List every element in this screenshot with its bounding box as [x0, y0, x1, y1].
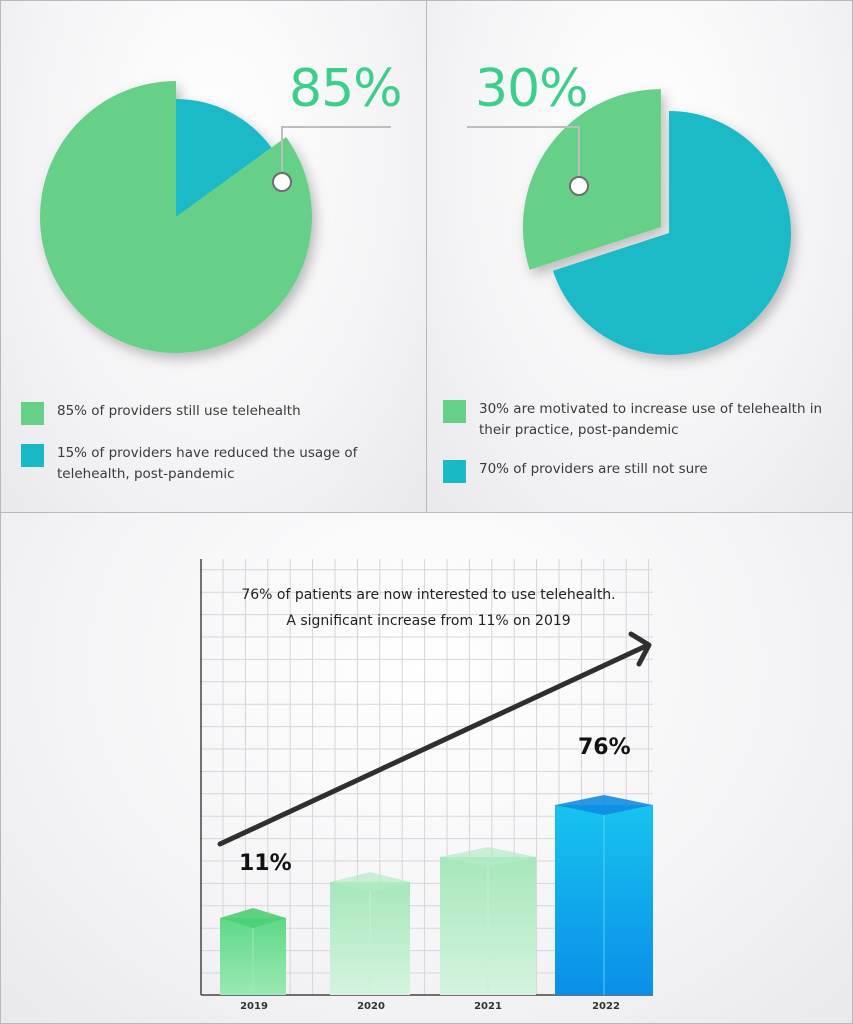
legend-swatch-green: [443, 400, 466, 423]
pie-slice-motivated: [522, 89, 661, 270]
legend-swatch-teal: [443, 460, 466, 483]
callout-marker: [569, 176, 589, 196]
x-tick-label-2022: 2022: [592, 1001, 620, 1012]
legend-label: 15% of providers have reduced the usage …: [57, 445, 358, 482]
bar-2022: [555, 795, 653, 995]
legend-swatch-teal: [21, 444, 44, 467]
legend-item-reduced: 15% of providers have reduced the usage …: [21, 443, 416, 485]
data-label-2022: 76%: [578, 735, 631, 760]
pie-slice-reduced: [176, 99, 272, 217]
pie-chart-motivation: [467, 89, 791, 355]
trend-arrow: [217, 631, 652, 847]
bar-chart-patient-interest: [200, 559, 653, 996]
callout-marker: [272, 172, 292, 192]
bar-2021: [440, 847, 536, 995]
pie-chart-usage: [40, 81, 391, 353]
big-percentage-label: 30%: [475, 59, 589, 119]
big-percentage-label: 85%: [289, 59, 403, 119]
legend-label: 30% are motivated to increase use of tel…: [479, 401, 823, 438]
legend-label: 70% of providers are still not sure: [479, 461, 708, 477]
x-tick-label-2020: 2020: [357, 1001, 385, 1012]
legend-swatch-green: [21, 402, 44, 425]
providers-motivation-panel: 30% 30% are motivated to increase use of…: [426, 0, 853, 513]
patients-interest-panel: 76% of patients are now interested to us…: [0, 512, 853, 1024]
chart-caption-line-2: A significant increase from 11% on 2019: [286, 613, 571, 629]
chart-caption-line-1: 76% of patients are now interested to us…: [241, 587, 616, 603]
legend-item-motivated: 30% are motivated to increase use of tel…: [443, 399, 838, 441]
legend-item-still-use: 85% of providers still use telehealth: [21, 401, 416, 425]
legend-label: 85% of providers still use telehealth: [57, 403, 301, 419]
callout-line: [467, 126, 580, 176]
legend-item-not-sure: 70% of providers are still not sure: [443, 459, 838, 483]
callout-line: [281, 126, 391, 171]
providers-usage-panel: 85% 85% of providers still use telehealt…: [0, 0, 427, 513]
pie-slice-still-use: [40, 81, 313, 353]
bar-2020: [330, 872, 410, 995]
x-tick-label-2019: 2019: [240, 1001, 268, 1012]
data-label-2019: 11%: [239, 851, 292, 876]
bar-2019: [220, 908, 286, 995]
pie-slice-not-sure: [552, 111, 791, 355]
x-tick-label-2021: 2021: [474, 1001, 502, 1012]
